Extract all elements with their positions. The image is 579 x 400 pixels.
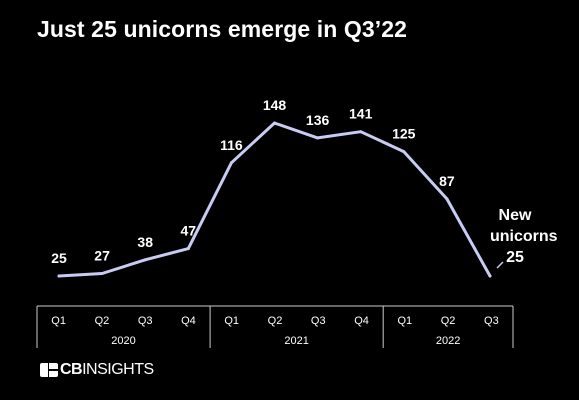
data-point	[402, 150, 406, 154]
x-tick-label: Q1	[224, 315, 239, 327]
data-label: 87	[439, 173, 455, 189]
chart-title: Just 25 unicorns emerge in Q3’22	[37, 16, 408, 42]
data-label: 125	[392, 126, 416, 142]
data-label: 47	[181, 223, 197, 239]
series-line-new-unicorns	[57, 121, 492, 278]
data-label: 27	[94, 248, 110, 264]
data-label: 141	[349, 106, 373, 122]
cbinsights-logo-text: CBINSIGHTS	[60, 362, 154, 378]
year-group-label: 2021	[284, 335, 308, 347]
x-tick-label: Q2	[441, 315, 456, 327]
data-point	[57, 274, 61, 278]
data-point	[445, 197, 449, 201]
x-tick-label: Q1	[51, 315, 66, 327]
year-group-label: 2020	[111, 335, 135, 347]
series-annotation: New unicorns 25	[490, 205, 558, 268]
x-tick-label: Q1	[397, 315, 412, 327]
x-tick-label: Q3	[484, 315, 499, 327]
data-label: 38	[137, 234, 153, 250]
x-tick-label: Q4	[354, 315, 369, 327]
data-point	[186, 247, 190, 251]
x-tick-label: Q2	[268, 315, 283, 327]
cbinsights-logo-icon	[40, 363, 58, 377]
year-group-label: 2022	[436, 335, 460, 347]
data-label: 136	[306, 112, 330, 128]
x-tick-label: Q3	[138, 315, 153, 327]
data-point	[229, 161, 233, 165]
data-point	[100, 272, 104, 276]
x-tick-label: Q2	[95, 315, 110, 327]
annotation-pointer	[496, 261, 504, 269]
data-point	[316, 136, 320, 140]
data-point	[359, 130, 363, 134]
x-tick-label: Q4	[181, 315, 196, 327]
data-point	[273, 121, 276, 125]
logo-text-bold: CB	[60, 361, 83, 378]
x-tick-label: Q3	[311, 315, 326, 327]
data-point	[488, 274, 492, 278]
data-label: 148	[263, 97, 287, 113]
annotation-line-3: 25	[506, 249, 524, 266]
data-label: 116	[220, 137, 243, 153]
data-point	[143, 258, 147, 262]
annotation-line-1: New	[498, 207, 532, 224]
cbinsights-logo: CBINSIGHTS	[40, 362, 154, 378]
logo-text-regular: INSIGHTS	[82, 361, 154, 378]
data-label: 25	[51, 250, 67, 266]
annotation-line-2: unicorns	[490, 228, 558, 245]
